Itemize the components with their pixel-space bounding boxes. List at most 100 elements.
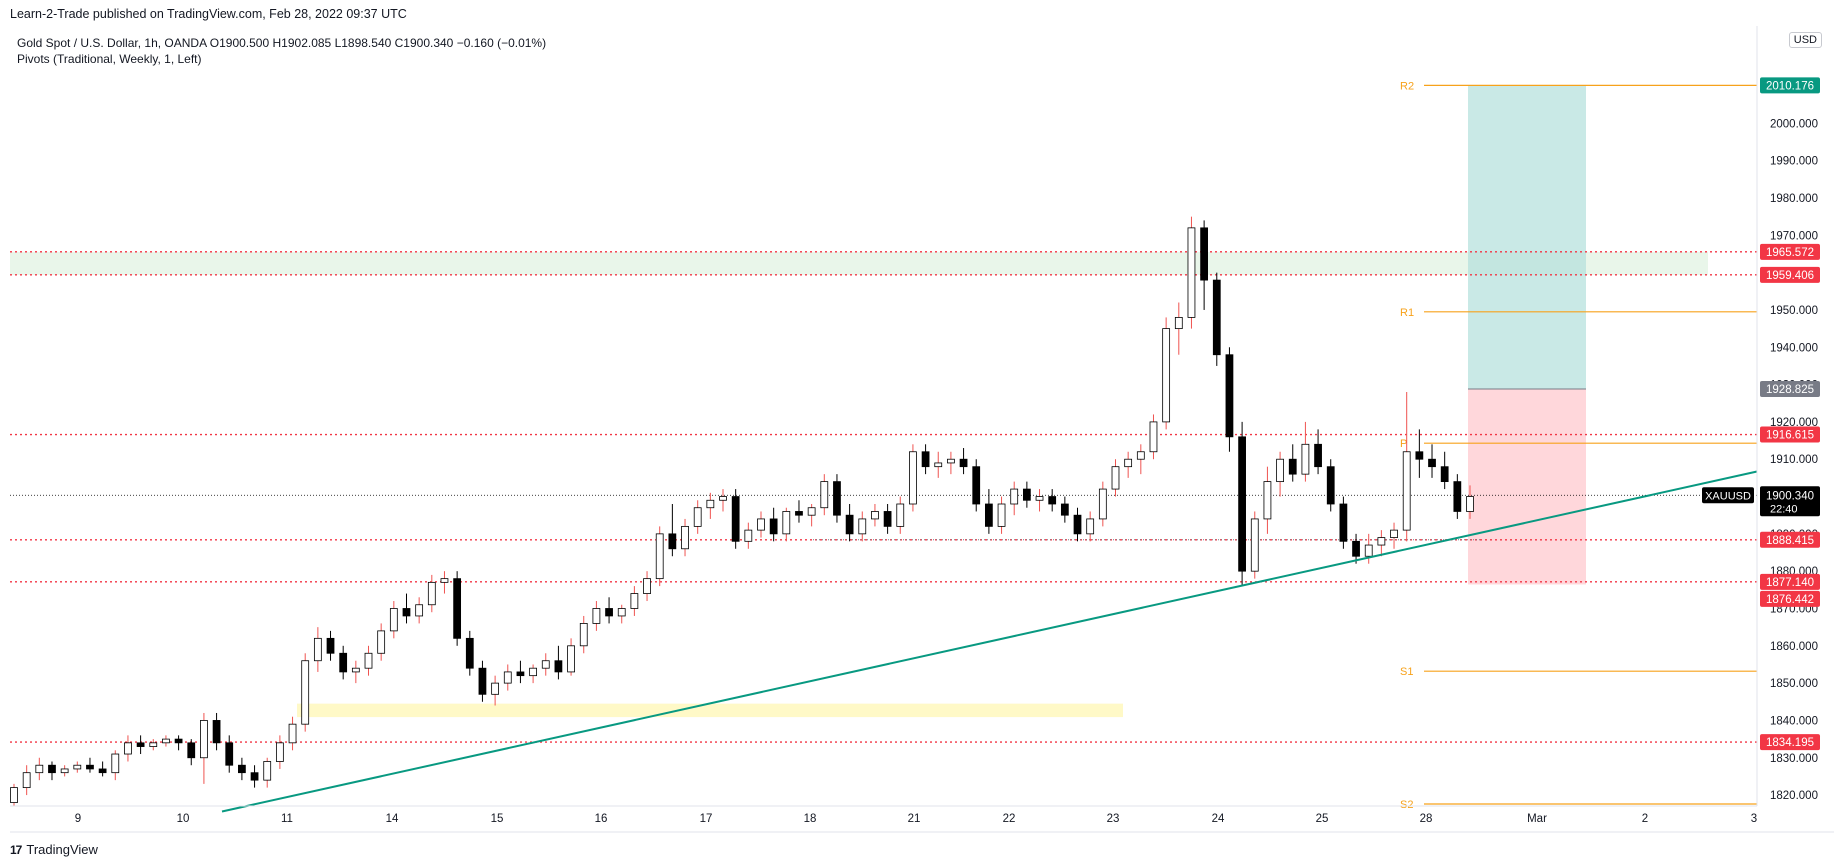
y-tick-label: 1990.000 <box>1770 156 1818 168</box>
candle-body <box>1225 354 1234 438</box>
candle-body <box>985 503 993 527</box>
candle-body <box>111 753 120 774</box>
legend-indicator[interactable]: Pivots (Traditional, Weekly, 1, Left) <box>17 52 202 66</box>
candle-body <box>149 742 158 747</box>
candle-body <box>1301 443 1310 475</box>
candle-body <box>1453 481 1462 512</box>
candle-body <box>98 768 107 774</box>
legend-change: −0.160 (−0.01%) <box>456 36 547 50</box>
candle-body <box>833 481 841 516</box>
level-price-label-bg <box>1760 531 1820 548</box>
candle-body <box>440 578 449 583</box>
candle-body <box>681 525 689 550</box>
candle-body <box>136 742 145 747</box>
candle-body <box>124 742 132 755</box>
candle-body <box>1314 443 1322 468</box>
legend-high: H1902.085 <box>272 36 332 50</box>
candle-body <box>427 581 436 606</box>
candle-body <box>769 518 778 535</box>
candle-body <box>1124 458 1133 468</box>
x-tick-label: 17 <box>700 813 713 825</box>
x-tick-label: 18 <box>804 813 817 825</box>
level-price-label: 1877.140 <box>1766 577 1814 589</box>
candle-body <box>1086 518 1095 535</box>
candle-body <box>643 578 651 594</box>
position-profit-zone[interactable] <box>1468 85 1586 389</box>
candle-body <box>617 608 626 617</box>
tradingview-logo-icon: 17 <box>10 842 22 857</box>
legend-open: O1900.500 <box>209 36 270 50</box>
candle-body <box>1174 317 1183 330</box>
candle-body <box>1263 481 1272 520</box>
candle-body <box>389 608 398 632</box>
candle-body <box>1428 458 1436 468</box>
x-tick-label: 23 <box>1107 813 1120 825</box>
candle-body <box>1352 540 1360 557</box>
x-tick-label: 11 <box>281 813 293 825</box>
candle-body <box>529 667 537 677</box>
pivot-label-s2: S2 <box>1400 799 1413 811</box>
candle-body <box>22 772 31 789</box>
x-tick-label: 16 <box>595 813 608 825</box>
candle-body <box>820 481 829 509</box>
y-tick-label: 1920.000 <box>1770 417 1818 429</box>
candle-body <box>1073 514 1082 535</box>
candle-body <box>1415 451 1424 460</box>
candle-body <box>693 507 702 527</box>
chart-legend: Gold Spot / U.S. Dollar, 1h, OANDA O1900… <box>17 35 546 67</box>
y-tick-label: 1910.000 <box>1770 454 1818 466</box>
candle-body <box>947 458 955 464</box>
x-tick-label: Mar <box>1527 813 1547 825</box>
candle-body <box>351 667 360 673</box>
current-price-badge <box>1760 486 1820 517</box>
candle-body <box>187 742 196 759</box>
stop-price-label: 1876.442 <box>1766 594 1814 606</box>
candle-body <box>909 451 917 505</box>
candle-body <box>503 671 512 684</box>
x-tick-label: 10 <box>177 813 190 825</box>
legend-main-row: Gold Spot / U.S. Dollar, 1h, OANDA O1900… <box>17 35 546 51</box>
x-tick-label: 21 <box>908 813 921 825</box>
y-tick-label: 2000.000 <box>1770 118 1818 130</box>
pivot-label-s1: S1 <box>1400 666 1413 678</box>
currency-button[interactable]: USD <box>1788 32 1822 48</box>
candle-body <box>48 764 56 774</box>
candle-body <box>719 496 727 501</box>
candle-body <box>1339 503 1348 542</box>
symbol-tag-bg <box>1702 487 1754 504</box>
y-tick-label: 1970.000 <box>1770 230 1818 242</box>
ascending-trendline[interactable] <box>221 470 1758 813</box>
y-tick-label: 1860.000 <box>1770 641 1818 653</box>
pivot-label-r2: R2 <box>1400 80 1414 92</box>
position-loss-zone[interactable] <box>1468 388 1586 585</box>
candle-body <box>10 787 18 803</box>
candle-body <box>86 764 94 770</box>
candle-body <box>1060 503 1069 516</box>
candle-body <box>1250 518 1259 572</box>
candle-body <box>1377 537 1386 546</box>
candle-body <box>1288 458 1297 475</box>
current-price-countdown: 22:40 <box>1770 503 1798 515</box>
candle-body <box>921 451 930 468</box>
candle-body <box>225 742 234 766</box>
level-price-label-bg <box>1760 573 1820 590</box>
candle-body <box>1390 529 1398 538</box>
entry-price-label: 1928.825 <box>1766 384 1814 396</box>
candle-body <box>1402 451 1411 531</box>
x-tick-label: 14 <box>386 813 399 825</box>
demand-zone <box>297 703 1123 718</box>
footer-brand: 17 TradingView <box>10 842 98 857</box>
x-tick-label: 22 <box>1003 813 1016 825</box>
candle-body <box>731 496 740 542</box>
level-price-label: 1959.406 <box>1766 270 1814 282</box>
legend-symbol[interactable]: Gold Spot / U.S. Dollar, 1h, OANDA <box>17 36 207 50</box>
level-price-label: 1888.415 <box>1766 535 1814 547</box>
candle-body <box>1149 421 1158 453</box>
legend-close: C1900.340 <box>394 36 454 50</box>
candle-body <box>871 511 879 520</box>
candle-body <box>1364 544 1373 557</box>
candle-body <box>212 720 221 744</box>
candle-body <box>200 720 208 759</box>
supply-zone <box>10 251 1708 275</box>
